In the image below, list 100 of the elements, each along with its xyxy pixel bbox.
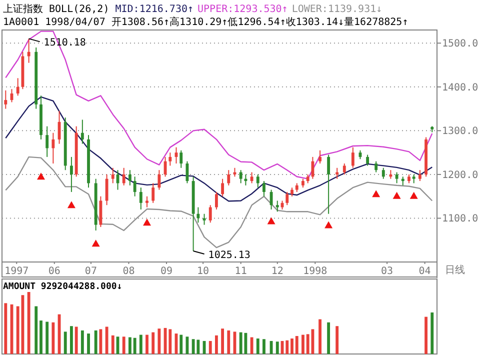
point xyxy=(143,218,151,226)
candlestick xyxy=(286,191,289,206)
bar xyxy=(290,338,294,354)
candlestick xyxy=(80,119,84,144)
point xyxy=(392,192,401,199)
bar xyxy=(430,312,434,354)
bar xyxy=(34,306,38,354)
candlestick xyxy=(202,213,206,226)
bar xyxy=(180,334,183,354)
x-tick-label: 1998 xyxy=(303,266,328,277)
text: 日线 xyxy=(445,264,465,276)
candlestick xyxy=(139,187,142,210)
x-tick-label: 06 xyxy=(48,266,60,277)
candlestick xyxy=(128,170,132,186)
text: MID:1216.730↑ xyxy=(115,4,194,15)
bar xyxy=(16,306,20,354)
bar xyxy=(168,329,172,354)
bar xyxy=(306,334,310,354)
bar xyxy=(87,334,90,354)
candlestick xyxy=(105,174,108,206)
y-tick-label: 1200.0 xyxy=(442,170,478,181)
bar xyxy=(139,334,142,354)
bar xyxy=(80,330,84,354)
bar xyxy=(256,338,260,354)
bar xyxy=(122,336,126,354)
candlestick xyxy=(262,180,266,197)
annotation: 1025.13 xyxy=(208,250,250,261)
candlestick xyxy=(351,146,354,168)
candlestick xyxy=(239,170,242,184)
candlestick xyxy=(27,38,30,64)
candlestick xyxy=(382,167,385,180)
bar xyxy=(94,330,98,354)
bar xyxy=(276,342,279,354)
candlestick xyxy=(256,174,260,188)
candlestick xyxy=(186,160,189,184)
candlestick xyxy=(244,174,248,186)
x-tick-label: 03 xyxy=(381,266,394,277)
bar xyxy=(128,337,132,354)
bar xyxy=(318,319,322,354)
chart-subtitle: 1A0001 1998/04/07 开1308.56↑高1310.29↑低1296.54↑收1303.14↓量16278825↑ xyxy=(3,16,408,28)
bar xyxy=(336,326,339,354)
bar xyxy=(250,337,254,354)
bar xyxy=(111,335,114,354)
candlestick xyxy=(250,172,254,184)
bar xyxy=(262,339,266,354)
bar xyxy=(302,334,304,354)
line-series xyxy=(5,156,433,248)
bar xyxy=(146,334,148,354)
candlestick xyxy=(52,132,55,164)
point xyxy=(267,217,276,224)
bar xyxy=(214,335,218,354)
candlestick xyxy=(342,163,346,175)
bar xyxy=(105,326,108,354)
candlestick xyxy=(336,167,339,180)
x-tick-label: 10 xyxy=(197,266,210,277)
bar xyxy=(208,340,212,354)
candlestick xyxy=(168,152,172,166)
bar xyxy=(99,329,102,354)
x-tick-label: 1997 xyxy=(4,266,29,277)
point xyxy=(410,192,418,199)
x-tick-label: 09 xyxy=(160,266,173,277)
bar xyxy=(152,332,155,354)
point xyxy=(67,201,76,208)
bar xyxy=(40,320,42,354)
line-series xyxy=(5,96,433,202)
y-tick-label: 1400.0 xyxy=(442,82,478,94)
bar xyxy=(27,292,30,354)
bar xyxy=(4,303,8,354)
point xyxy=(372,190,380,198)
chart-title: 上证指数 BOLL(26,2) xyxy=(3,3,110,15)
candlestick xyxy=(374,160,378,173)
x-tick-label: 11 xyxy=(234,266,247,277)
bar xyxy=(74,326,78,354)
bar xyxy=(221,328,224,354)
bar xyxy=(424,316,428,354)
candlestick xyxy=(146,196,148,208)
candlestick xyxy=(152,182,155,204)
candlestick xyxy=(327,154,330,214)
candlestick xyxy=(276,200,279,212)
bar xyxy=(158,328,161,354)
candlestick xyxy=(366,154,370,166)
bar xyxy=(46,322,49,354)
candlestick xyxy=(111,167,114,184)
point xyxy=(324,221,333,228)
candlestick xyxy=(208,204,212,224)
candlestick xyxy=(46,126,49,158)
candlestick xyxy=(4,90,8,110)
candlestick xyxy=(196,206,200,224)
candlestick xyxy=(318,150,322,164)
point xyxy=(36,172,45,180)
y-tick-label: 1300.0 xyxy=(442,126,478,138)
x-tick-label: 08 xyxy=(122,266,135,277)
bar xyxy=(227,330,230,354)
point xyxy=(92,240,100,247)
chart-title: AMOUNT 9292044288.000↓ xyxy=(3,282,122,292)
candlestick xyxy=(221,178,224,197)
bar xyxy=(133,338,136,354)
bar xyxy=(186,336,189,354)
text: LOWER:1139.931↓ xyxy=(292,4,382,15)
bar xyxy=(286,340,289,354)
